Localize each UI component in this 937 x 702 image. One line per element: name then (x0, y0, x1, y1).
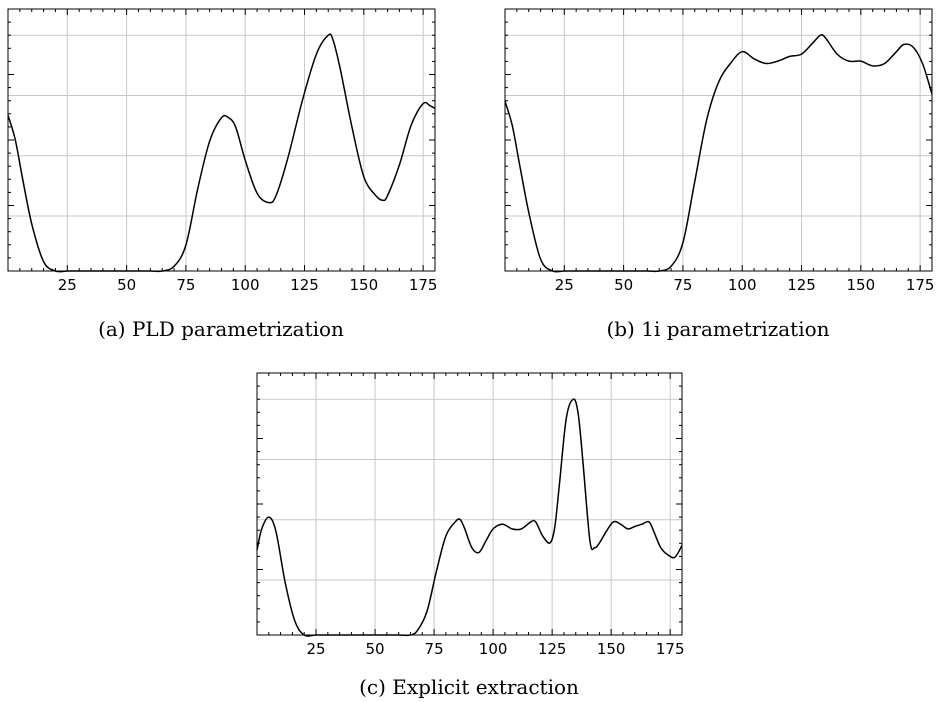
grid-c (257, 373, 682, 635)
x-tick-label: 100 (728, 276, 757, 294)
curve-a (7, 33, 436, 273)
x-tick-label: 75 (425, 640, 444, 658)
x-tick-label: 50 (117, 276, 136, 294)
caption-a: (a) PLD parametrization (98, 317, 344, 341)
x-tick-label: 150 (847, 276, 876, 294)
x-tick-label: 25 (306, 640, 325, 658)
x-tick-label: 25 (555, 276, 574, 294)
curve-b (504, 34, 933, 273)
tick-labels-a: 25 50 75 100 125 150 175 (58, 276, 438, 294)
x-tick-label: 175 (409, 276, 438, 294)
x-tick-label: 125 (538, 640, 567, 658)
x-tick-label: 150 (350, 276, 379, 294)
x-tick-label: 175 (906, 276, 935, 294)
plot-frame-c (256, 372, 683, 636)
chart-panel-c: 25 50 75 100 125 150 175 (c) Explicit extracti… (256, 372, 685, 699)
x-tick-label: 100 (479, 640, 508, 658)
x-tick-label: 125 (787, 276, 816, 294)
caption-b: (b) 1i parametrization (606, 317, 829, 341)
caption-c: (c) Explicit extraction (359, 675, 579, 699)
x-tick-label: 50 (366, 640, 385, 658)
grid-a (8, 9, 435, 271)
ticks-a (8, 9, 435, 271)
x-tick-label: 50 (614, 276, 633, 294)
chart-panel-b: 25 50 75 100 125 150 175 (b) 1i parametrizatio… (504, 8, 935, 341)
x-tick-label: 150 (597, 640, 626, 658)
tick-labels-b: 25 50 75 100 125 150 175 (555, 276, 935, 294)
grid-b (505, 9, 932, 271)
x-tick-label: 125 (290, 276, 319, 294)
plot-frame-a (7, 8, 436, 272)
x-tick-label: 100 (231, 276, 260, 294)
x-tick-label: 25 (58, 276, 77, 294)
ticks-b (505, 9, 932, 271)
ticks-c (257, 373, 682, 635)
x-tick-label: 75 (176, 276, 195, 294)
tick-labels-c: 25 50 75 100 125 150 175 (306, 640, 684, 658)
x-tick-label: 75 (673, 276, 692, 294)
x-tick-label: 175 (656, 640, 685, 658)
plot-frame-b (504, 8, 933, 272)
curve-c (256, 398, 683, 637)
chart-panel-a: 25 50 75 100 125 150 175 (a) PLD parametrizati… (7, 8, 438, 341)
